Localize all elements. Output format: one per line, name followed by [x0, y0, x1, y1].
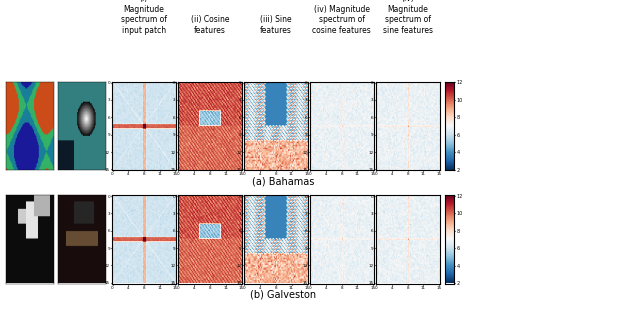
Text: (ii) Cosine
features: (ii) Cosine features	[191, 15, 229, 35]
Text: (b) Galveston: (b) Galveston	[250, 290, 316, 300]
Text: (a) Bahamas: (a) Bahamas	[252, 176, 314, 186]
Text: (iv) Magnitude
spectrum of
cosine features: (iv) Magnitude spectrum of cosine featur…	[312, 5, 371, 35]
Text: (iii) Sine
features: (iii) Sine features	[260, 15, 292, 35]
Text: (iv)
Magnitude
spectrum of
sine features: (iv) Magnitude spectrum of sine features	[383, 0, 433, 35]
Text: (i)
Magnitude
spectrum of
input patch: (i) Magnitude spectrum of input patch	[121, 0, 167, 35]
